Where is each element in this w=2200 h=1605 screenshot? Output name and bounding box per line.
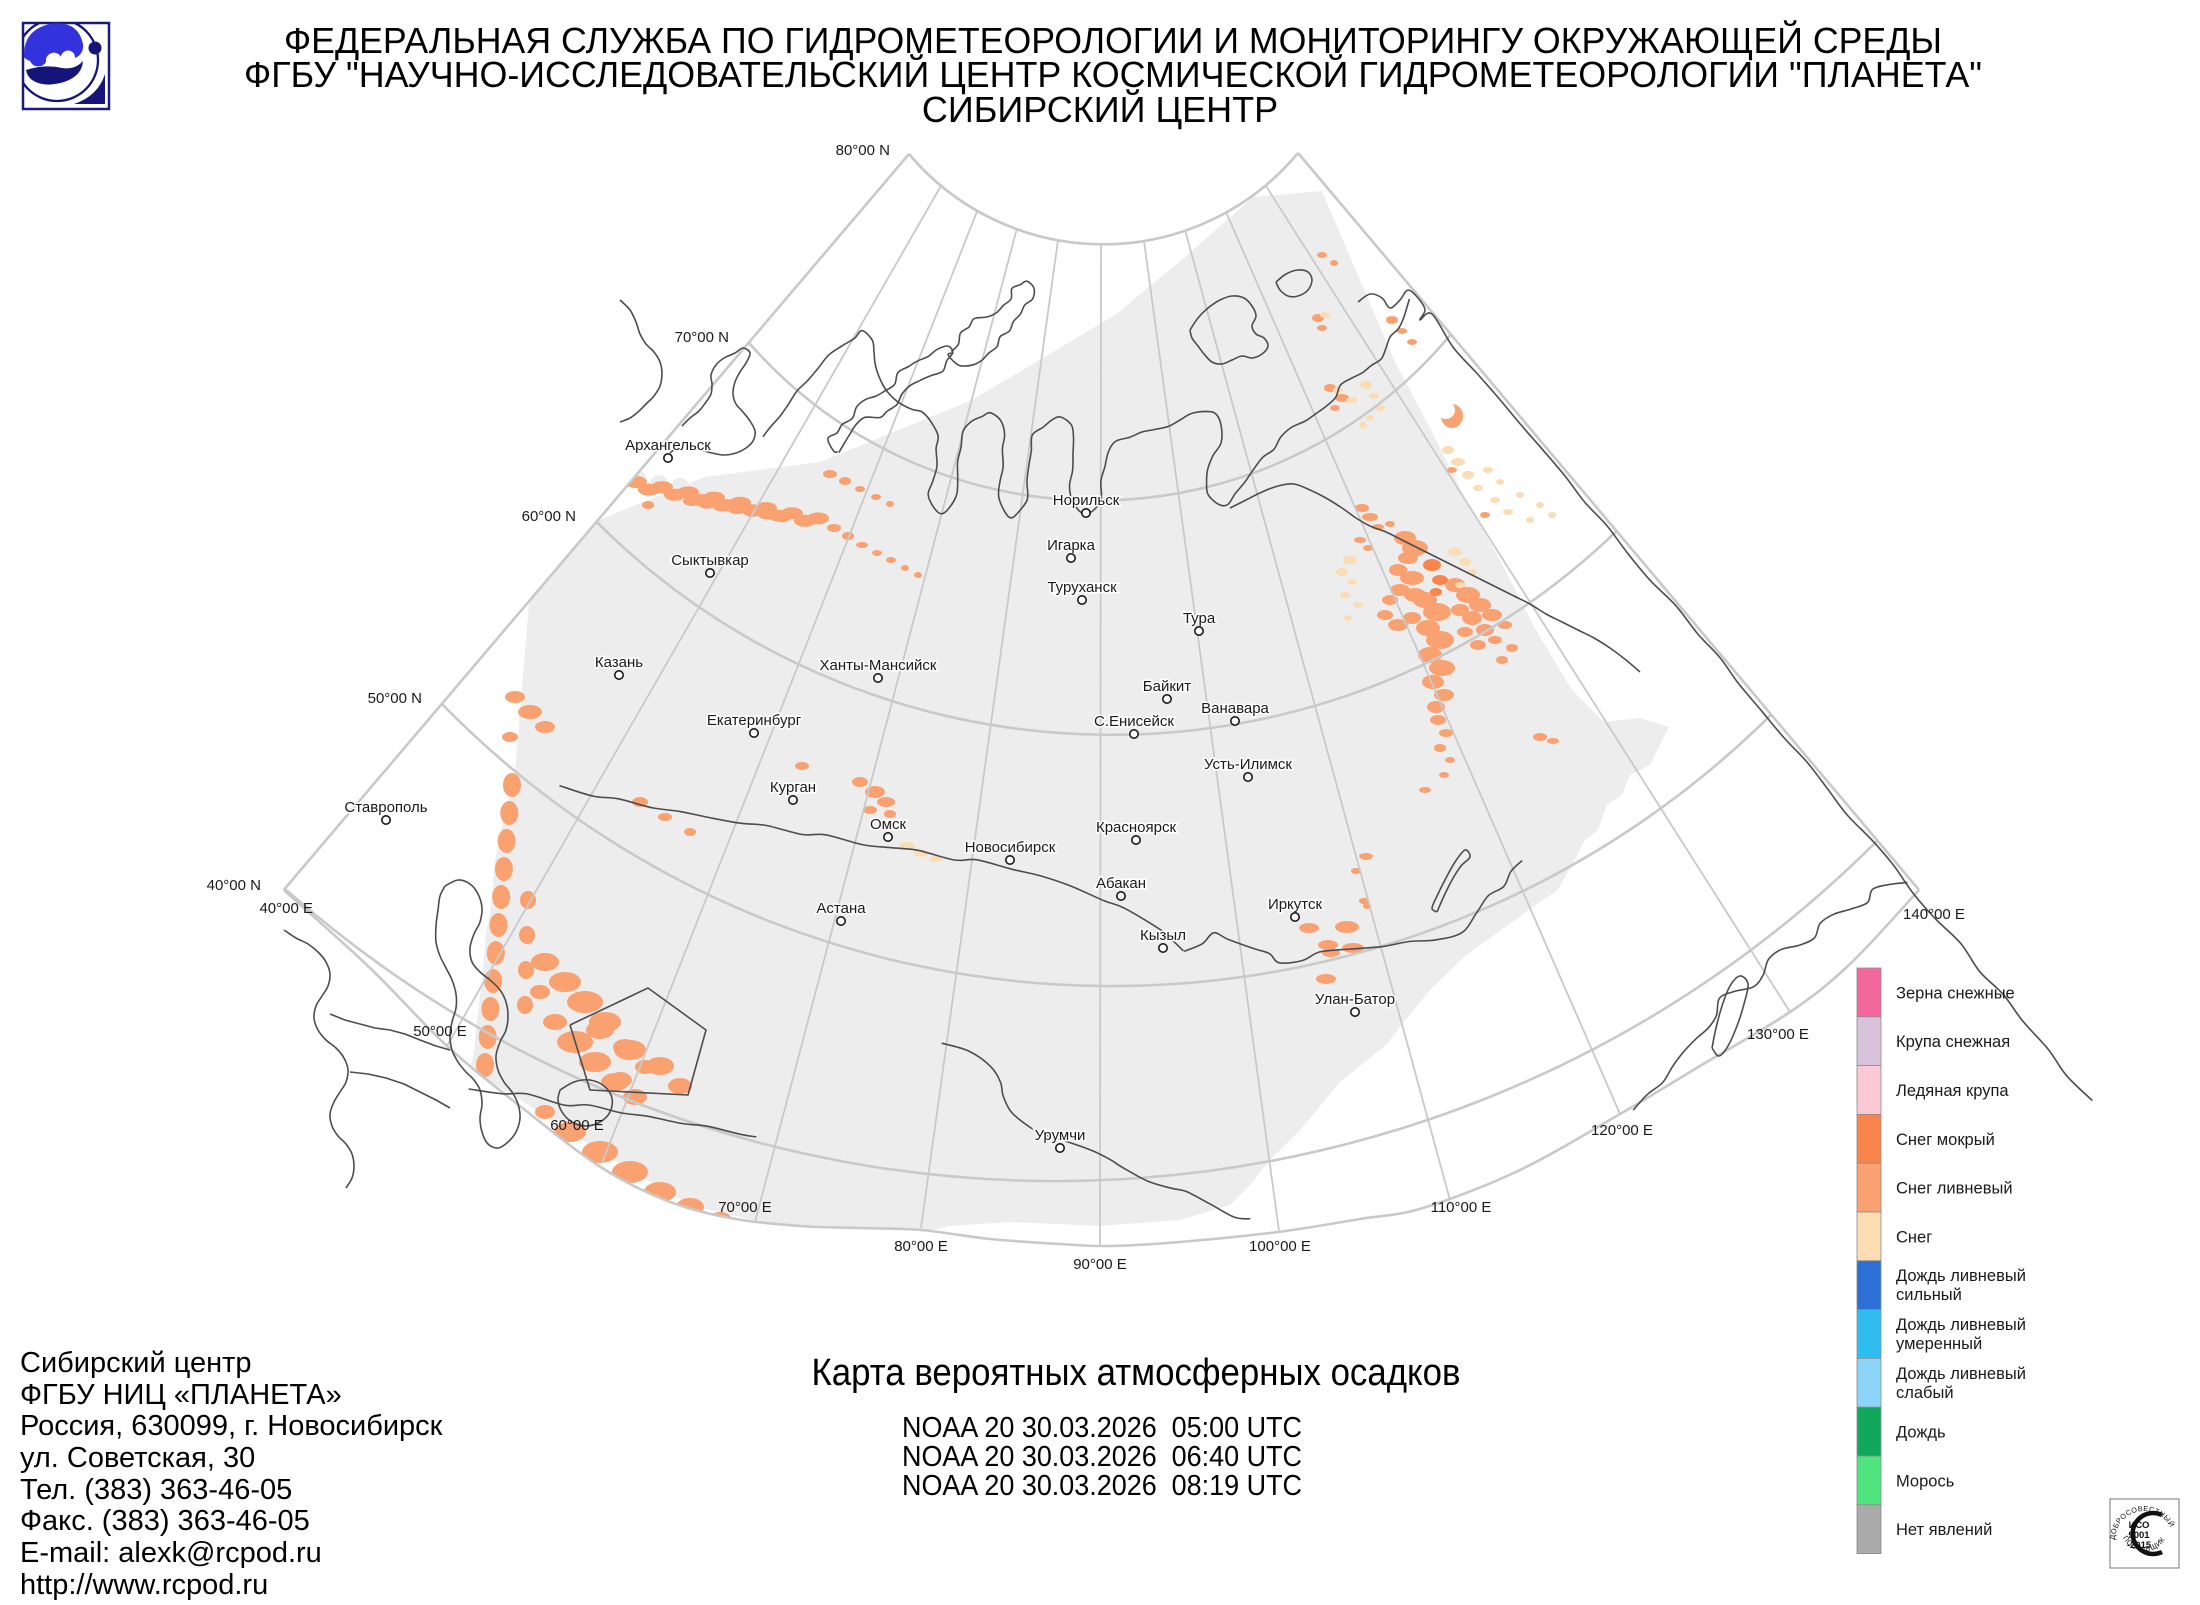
svg-text:Байкит: Байкит bbox=[1143, 678, 1192, 695]
svg-text:Ледяная крупа: Ледяная крупа bbox=[1896, 1082, 2009, 1100]
svg-text:Сыктывкар: Сыктывкар bbox=[671, 552, 749, 569]
svg-text:ИСО: ИСО bbox=[2129, 1520, 2150, 1531]
svg-text:СИБИРСКИЙ ЦЕНТР: СИБИРСКИЙ ЦЕНТР bbox=[922, 88, 1278, 130]
svg-text:E-mail: alexk@rcpod.ru: E-mail: alexk@rcpod.ru bbox=[20, 1537, 322, 1569]
svg-text:Зерна снежные: Зерна снежные bbox=[1896, 984, 2015, 1002]
svg-text:Улан-Батор: Улан-Батор bbox=[1315, 991, 1395, 1008]
svg-text:100°00 E: 100°00 E bbox=[1249, 1238, 1311, 1255]
svg-text:Новосибирск: Новосибирск bbox=[965, 839, 1056, 856]
svg-text:60°00 N: 60°00 N bbox=[522, 508, 576, 525]
svg-text:умеренный: умеренный bbox=[1896, 1335, 1982, 1353]
svg-text:С.Енисейск: С.Енисейск bbox=[1094, 713, 1174, 730]
svg-text:Кызыл: Кызыл bbox=[1140, 927, 1186, 944]
svg-text:Нет явлений: Нет явлений bbox=[1896, 1521, 1992, 1539]
svg-text:Казань: Казань bbox=[595, 654, 643, 671]
svg-text:70°00 E: 70°00 E bbox=[718, 1199, 772, 1216]
svg-text:Тура: Тура bbox=[1183, 610, 1216, 627]
svg-text:сильный: сильный bbox=[1896, 1286, 1962, 1304]
svg-text:110°00 E: 110°00 E bbox=[1431, 1199, 1492, 1216]
svg-text:130°00 E: 130°00 E bbox=[1747, 1026, 1809, 1043]
svg-text:слабый: слабый bbox=[1896, 1384, 1954, 1402]
svg-text:Ханты-Мансийск: Ханты-Мансийск bbox=[820, 657, 937, 674]
svg-text:40°00 N: 40°00 N bbox=[207, 877, 261, 894]
svg-text:Сибирский центр: Сибирский центр bbox=[20, 1347, 252, 1379]
svg-text:NOAA 20 30.03.2026 08:19 UTC: NOAA 20 30.03.2026 08:19 UTC bbox=[902, 1470, 1302, 1502]
svg-text:80°00 N: 80°00 N bbox=[836, 142, 890, 159]
svg-text:Архангельск: Архангельск bbox=[625, 437, 711, 454]
svg-text:Красноярск: Красноярск bbox=[1096, 819, 1177, 836]
svg-text:Снег: Снег bbox=[1896, 1228, 1932, 1246]
svg-text:Абакан: Абакан bbox=[1096, 875, 1146, 892]
svg-text:Карта вероятных атмосферных ос: Карта вероятных атмосферных осадков bbox=[812, 1352, 1461, 1394]
svg-text:Дождь: Дождь bbox=[1896, 1424, 1946, 1442]
svg-text:Дождь ливневый: Дождь ливневый bbox=[1896, 1316, 2026, 1334]
svg-text:40°00 E: 40°00 E bbox=[259, 900, 313, 917]
svg-text:Тел. (383) 363-46-05: Тел. (383) 363-46-05 bbox=[20, 1474, 292, 1506]
svg-text:Иркутск: Иркутск bbox=[1268, 896, 1323, 913]
svg-text:Морось: Морось bbox=[1896, 1472, 1954, 1490]
svg-text:Курган: Курган bbox=[770, 779, 816, 796]
svg-text:Ставрополь: Ставрополь bbox=[344, 799, 427, 816]
svg-text:60°00 E: 60°00 E bbox=[550, 1117, 604, 1134]
svg-text:ФГБУ НИЦ «ПЛАНЕТА»: ФГБУ НИЦ «ПЛАНЕТА» bbox=[20, 1379, 342, 1411]
svg-text:Усть-Илимск: Усть-Илимск bbox=[1204, 756, 1292, 773]
svg-text:9001: 9001 bbox=[2128, 1530, 2150, 1541]
svg-text:70°00 N: 70°00 N bbox=[675, 329, 729, 346]
svg-text:Крупа снежная: Крупа снежная bbox=[1896, 1033, 2010, 1051]
svg-text:Дождь ливневый: Дождь ливневый bbox=[1896, 1365, 2026, 1383]
svg-text:Норильск: Норильск bbox=[1053, 492, 1120, 509]
svg-text:140°00 E: 140°00 E bbox=[1903, 906, 1965, 923]
svg-text:ФЕДЕРАЛЬНАЯ СЛУЖБА ПО ГИДРОМЕТ: ФЕДЕРАЛЬНАЯ СЛУЖБА ПО ГИДРОМЕТЕОРОЛОГИИ … bbox=[284, 19, 1942, 61]
svg-text:Игарка: Игарка bbox=[1047, 537, 1095, 554]
svg-text:ФГБУ "НАУЧНО-ИССЛЕДОВАТЕЛЬСКИЙ: ФГБУ "НАУЧНО-ИССЛЕДОВАТЕЛЬСКИЙ ЦЕНТР КОС… bbox=[244, 53, 1982, 95]
svg-text:Факс. (383) 363-46-05: Факс. (383) 363-46-05 bbox=[20, 1505, 310, 1537]
svg-text:NOAA 20 30.03.2026 06:40 UTC: NOAA 20 30.03.2026 06:40 UTC bbox=[902, 1441, 1302, 1473]
svg-text:120°00 E: 120°00 E bbox=[1591, 1122, 1653, 1139]
svg-text:Снег мокрый: Снег мокрый bbox=[1896, 1131, 1995, 1149]
svg-text:50°00 N: 50°00 N bbox=[368, 690, 422, 707]
svg-text:Ванавара: Ванавара bbox=[1201, 700, 1269, 717]
svg-text:-2015: -2015 bbox=[2127, 1540, 2152, 1551]
svg-text:NOAA 20 30.03.2026 05:00 UTC: NOAA 20 30.03.2026 05:00 UTC bbox=[902, 1412, 1302, 1444]
svg-text:Снег ливневый: Снег ливневый bbox=[1896, 1180, 2013, 1198]
svg-text:ул. Советская, 30: ул. Советская, 30 bbox=[20, 1442, 255, 1474]
svg-text:Омск: Омск bbox=[870, 816, 906, 833]
svg-text:50°00 E: 50°00 E bbox=[413, 1023, 467, 1040]
svg-text:Урумчи: Урумчи bbox=[1035, 1127, 1086, 1144]
svg-text:90°00 E: 90°00 E bbox=[1073, 1256, 1127, 1273]
svg-text:Россия, 630099, г. Новосибирск: Россия, 630099, г. Новосибирск bbox=[20, 1410, 443, 1442]
svg-text:http://www.rcpod.ru: http://www.rcpod.ru bbox=[20, 1569, 268, 1600]
svg-text:Дождь ливневый: Дождь ливневый bbox=[1896, 1267, 2026, 1285]
svg-text:80°00 E: 80°00 E bbox=[894, 1238, 948, 1255]
svg-text:Туруханск: Туруханск bbox=[1047, 579, 1117, 596]
svg-text:Астана: Астана bbox=[816, 900, 866, 917]
svg-text:Екатеринбург: Екатеринбург bbox=[707, 712, 802, 729]
